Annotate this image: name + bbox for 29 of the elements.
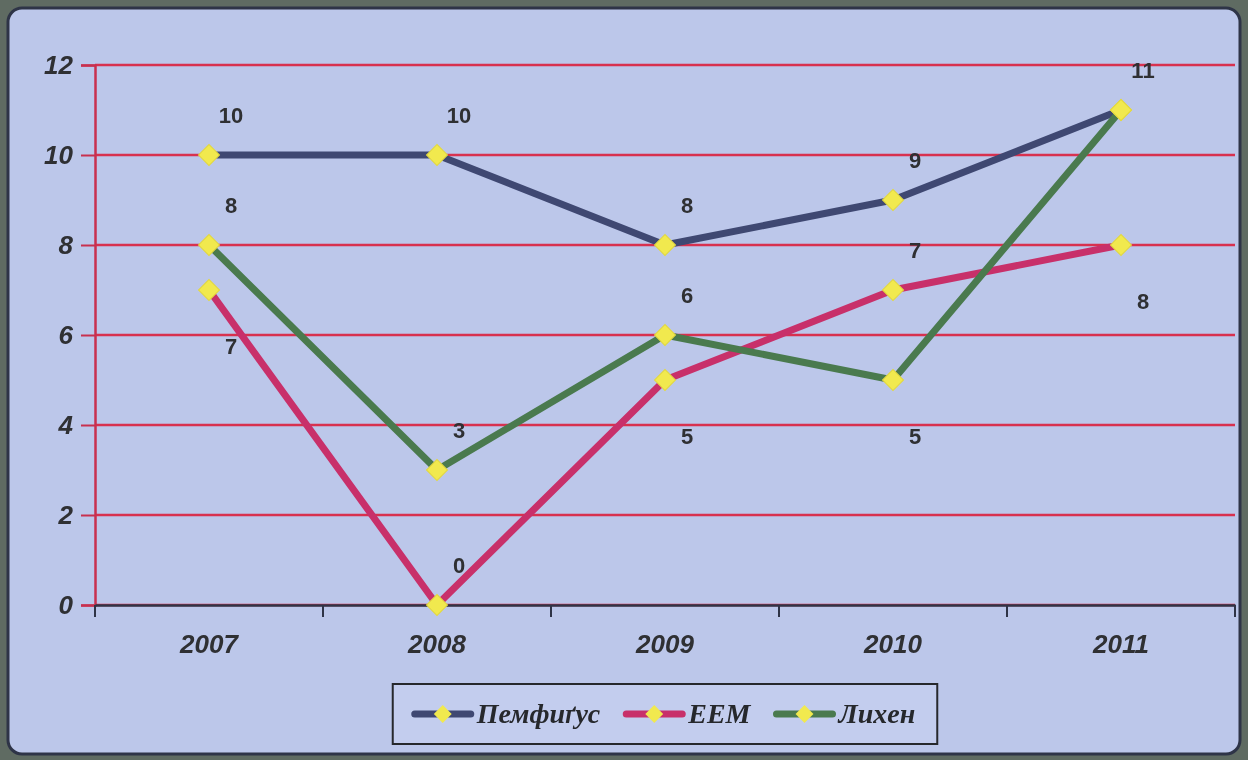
x-tick-label: 2011 (1092, 629, 1149, 660)
y-tick-label: 10 (44, 139, 74, 170)
data-label: 0 (452, 553, 466, 578)
data-label: 3 (452, 418, 466, 443)
data-label: 7 (224, 334, 238, 359)
data-label: 5 (680, 424, 694, 449)
x-tick-label: 2007 (179, 629, 240, 660)
legend-label: Пемфиґус (475, 698, 601, 729)
data-label: 6 (680, 283, 694, 308)
y-tick-label: 4 (57, 409, 74, 440)
y-tick-label: 8 (58, 229, 74, 260)
y-tick-label: 2 (57, 499, 74, 530)
data-label: 8 (680, 193, 694, 218)
legend-label: Лихен (837, 698, 916, 729)
x-tick-label: 2009 (635, 629, 695, 660)
legend-label: ЕЕМ (687, 698, 752, 729)
x-tick-label: 2008 (407, 629, 467, 660)
data-label: 9 (908, 148, 922, 173)
data-label: 11 (1131, 58, 1155, 83)
data-label: 10 (446, 103, 472, 128)
data-label: 5 (908, 424, 922, 449)
x-tick-label: 2010 (863, 629, 923, 660)
y-tick-label: 0 (58, 589, 74, 620)
data-label: 10 (218, 103, 244, 128)
data-label: 8 (224, 193, 238, 218)
data-label: 7 (908, 238, 922, 263)
y-tick-label: 12 (44, 49, 74, 80)
data-label: 8 (1136, 289, 1150, 314)
y-tick-label: 6 (58, 319, 74, 350)
